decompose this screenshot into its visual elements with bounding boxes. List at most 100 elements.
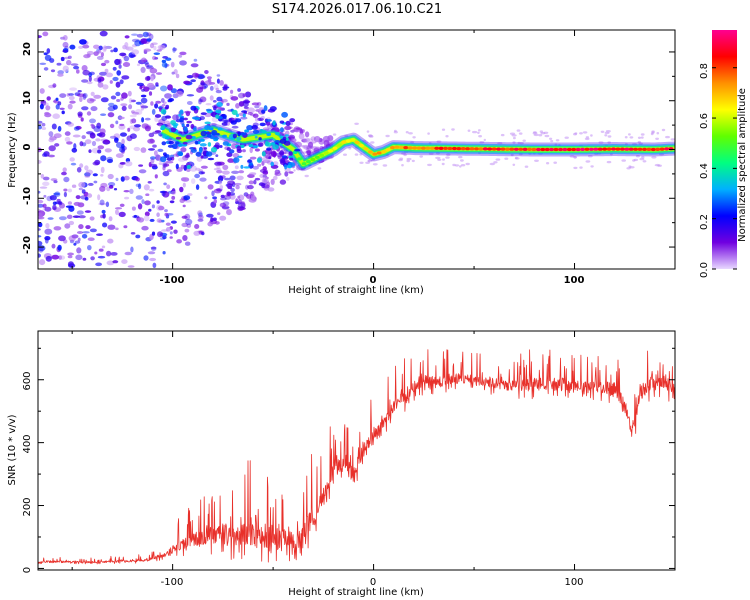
spectrogram-ridge-point [248,144,254,148]
spectrogram-speckle [154,130,162,133]
spectrogram-speckle [160,85,168,92]
spectrogram-speckle [42,102,49,106]
spectrogram-speckle [115,153,124,159]
spectrogram-ridge-point [593,147,599,151]
spectrogram-speckle [215,87,220,91]
spectrogram-speckle [84,172,91,177]
spectrogram-speckle [222,164,229,170]
spectrogram-speckle [479,141,485,144]
spectrogram-speckle [40,173,45,179]
spectrogram-speckle [198,214,204,220]
spectrogram-ridge-point [323,151,329,155]
spectrogram-speckle [504,157,509,160]
spectrogram-blob [171,143,178,149]
spectrogram-speckle [52,113,60,119]
spectrogram-speckle [82,231,90,234]
spectrogram-speckle [207,184,214,190]
spectrogram-speckle [115,81,121,88]
spectrogram-speckle [152,55,157,61]
spectrogram-speckle [141,199,145,205]
spectrogram-speckle [144,211,150,217]
spectrogram-speckle [194,173,201,179]
spectrogram-blob [173,124,178,129]
spectrogram-speckle [69,44,76,50]
spectrogram-speckle [38,120,43,124]
spectrogram-speckle [189,165,197,172]
spectrogram-speckle [89,216,95,221]
spectrogram-speckle [109,123,115,129]
spectrogram-speckle [348,147,352,150]
spectrogram-speckle [71,234,79,239]
spectrogram-speckle [226,209,232,216]
spectrogram-speckle [182,182,186,188]
spectrogram-speckle [244,98,250,104]
spectrogram-speckle [170,61,175,68]
spectrogram-speckle [144,200,151,206]
spectrogram-speckle [478,129,481,132]
spectrogram-speckle [582,131,588,134]
spectrogram-ridge-point [602,147,608,151]
spectrogram-speckle [221,122,228,126]
spectrogram-speckle [302,151,307,154]
spectrogram-blob [284,164,288,170]
spectrogram-speckle [115,227,119,231]
spectrogram-ridge-point [659,147,665,151]
spectrogram-speckle [51,123,57,130]
spectrogram-speckle [110,252,118,256]
spectrogram-speckle [198,212,203,218]
spectrogram-speckle [183,80,191,85]
spectrogram-speckle [180,164,185,169]
spectrogram-speckle [66,59,72,66]
spectrogram-speckle [150,101,154,106]
spectrogram-speckle [164,93,172,99]
spectrogram-speckle [107,158,113,164]
spectrogram-speckle [248,130,252,134]
colorbar-tick-label: 0.8 [699,63,710,79]
spectrogram-speckle [191,72,199,78]
spectrogram-speckle [180,177,187,182]
spectrogram-speckle [99,30,108,37]
spectrogram-speckle [372,163,378,166]
spectrogram-ridge-point [544,147,550,152]
spectrogram-speckle [98,248,104,252]
spectrogram-ridge-point [345,139,351,143]
spectrogram-blob [289,157,294,161]
spectrogram-speckle [148,91,153,96]
spectrogram-speckle [143,184,150,191]
spectrogram-ridge-point [403,146,409,150]
spectrogram-speckle [86,111,92,116]
spectrogram-blob [226,147,231,151]
spectrogram-speckle [135,101,142,105]
spectrogram-speckle [162,191,170,198]
spectrogram-speckle [127,127,131,132]
spectrogram-blob [206,133,212,138]
spectrogram-blob [242,113,246,118]
spectrogram-blob [272,120,276,126]
spectrogram-speckle [538,134,543,137]
spectrogram-speckle [517,141,521,145]
spectrogram-speckle [81,65,88,72]
spectrogram-speckle [50,178,58,182]
spectrogram-speckle [166,184,171,189]
spectrogram-speckle [39,62,47,65]
spectrogram-speckle [298,133,305,140]
spectrogram-speckle [92,161,100,166]
spectrogram-speckle [162,162,167,168]
spectrogram-ridge-point [509,147,515,151]
spectrogram-speckle [42,31,49,37]
spectrogram-speckle [635,155,640,158]
spectrogram-blob [228,118,233,122]
spectrogram-speckle [154,150,158,157]
spectrogram-speckle [478,135,482,138]
spectrogram-speckle [519,142,524,145]
spectrogram-speckle [187,193,193,197]
spectrogram-speckle [124,251,132,256]
spectrogram-speckle [98,132,106,138]
spectrogram-speckle [108,102,115,107]
spectrogram-speckle [68,93,74,96]
spectrogram-speckle [38,199,44,204]
spectrogram-speckle [120,132,127,137]
spectrogram-speckle [293,126,301,133]
spectrogram-speckle [70,162,77,166]
spectrogram-ridge-point [460,147,466,151]
